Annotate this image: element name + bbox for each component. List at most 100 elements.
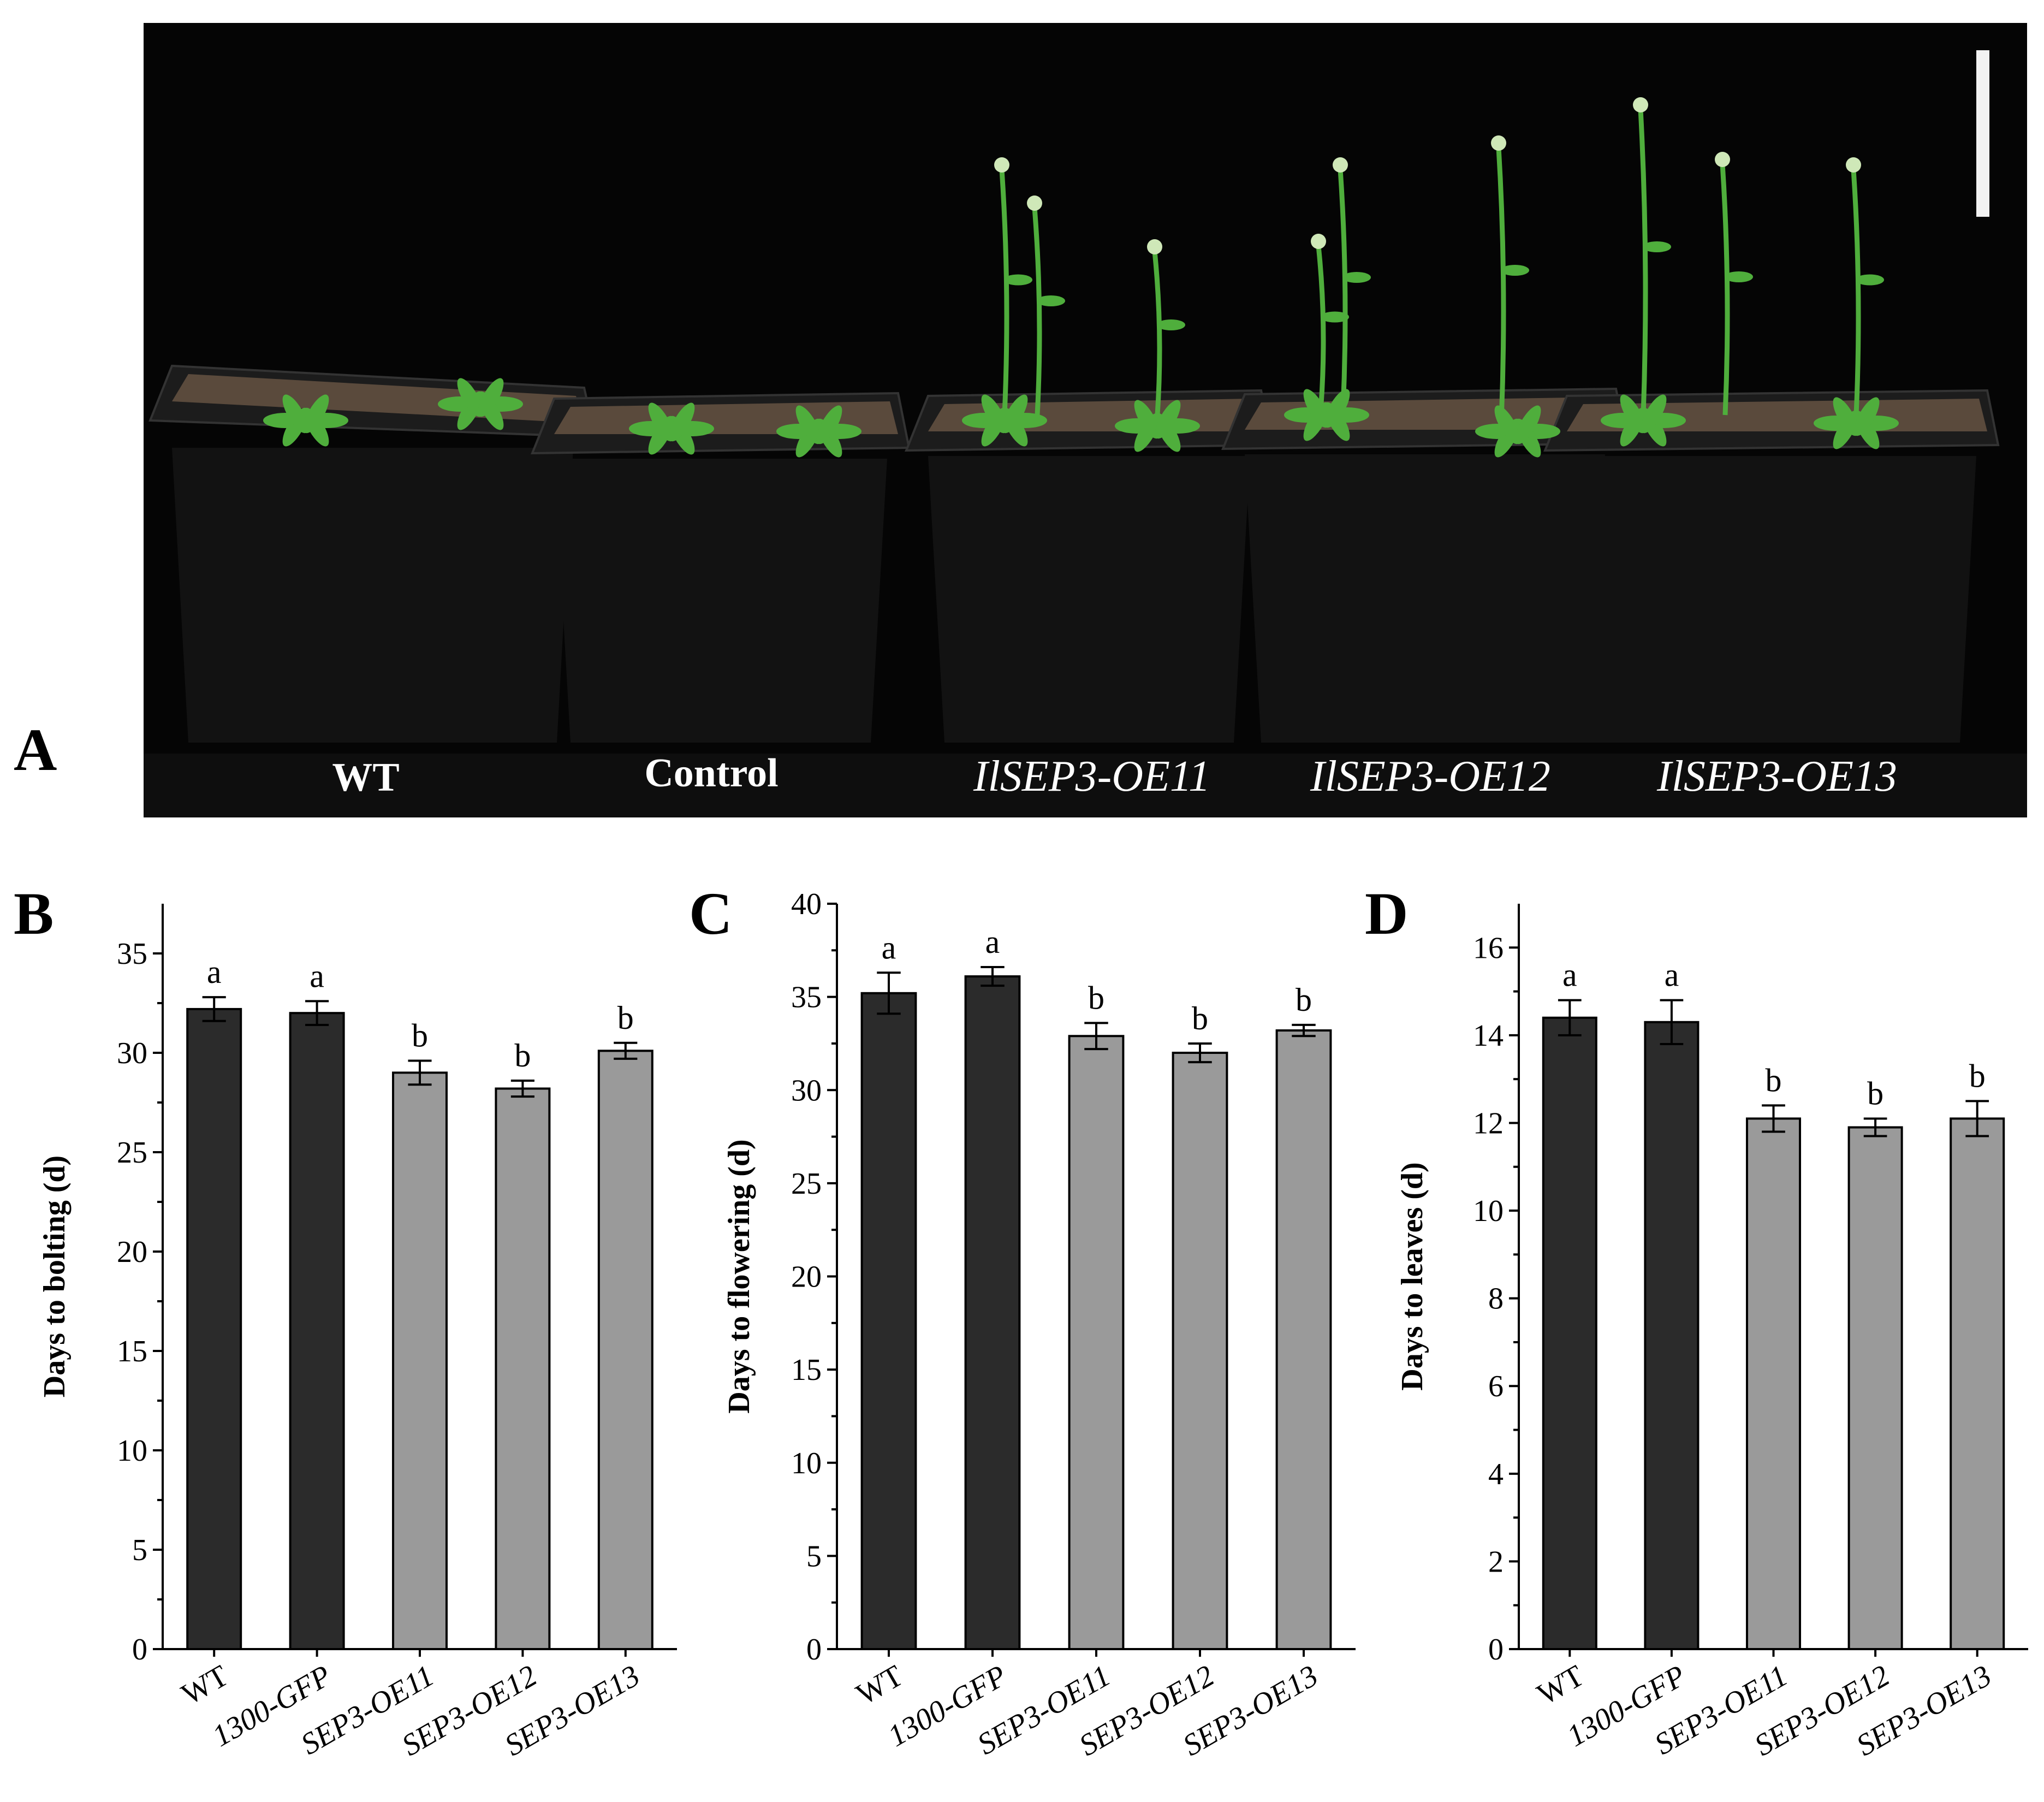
bar	[597, 1050, 653, 1650]
y-tick-label: 6	[1488, 1370, 1504, 1403]
y-tick-label: 12	[1473, 1106, 1504, 1140]
leaf	[1620, 394, 1646, 434]
y-tick-label: 40	[791, 887, 822, 921]
y-tick-label: 0	[1488, 1633, 1504, 1667]
x-category-label: WT	[1531, 1659, 1589, 1712]
stem	[1496, 147, 1506, 421]
leaf	[1853, 397, 1880, 436]
pot	[1543, 389, 2000, 743]
cauline-leaf	[1157, 319, 1185, 330]
stem	[999, 169, 1009, 416]
leaf	[1002, 394, 1028, 434]
leaf	[795, 405, 822, 444]
significance-label: a	[207, 954, 222, 990]
flower-bud	[1147, 239, 1162, 254]
significance-label: a	[882, 929, 896, 965]
panel-a-photo: WT Control IlSEP3-OE11 IlSEP3-OE12 IlSEP…	[144, 23, 2027, 817]
significance-label: b	[412, 1018, 428, 1054]
y-tick-label: 25	[791, 1167, 822, 1201]
flowering-stem	[994, 157, 1032, 416]
y-axis-title: Days to leaves (d)	[1395, 1162, 1429, 1390]
panel-letter-a: A	[14, 716, 57, 783]
bar	[860, 992, 917, 1650]
y-tick-label: 5	[806, 1539, 822, 1573]
flowering-stem	[1147, 239, 1185, 416]
y-tick-label: 4	[1488, 1457, 1504, 1491]
y-axis-title: Days to flowering (d)	[722, 1139, 756, 1413]
flowering-stem	[1633, 97, 1671, 416]
flower-bud	[1491, 135, 1506, 151]
photo-label-oe13: IlSEP3-OE13	[1656, 752, 1897, 801]
plants	[263, 97, 1899, 458]
stem	[1152, 251, 1162, 416]
bar	[1847, 1126, 1903, 1650]
pot-body	[554, 459, 887, 743]
pot	[531, 392, 911, 743]
leaf	[816, 405, 842, 444]
y-tick-label: 10	[117, 1434, 147, 1468]
y-tick-label: 35	[791, 981, 822, 1015]
chart-panel-c: C 0 5 10 15 20 25 30 35 40 Days to flowering (d) a W…	[689, 880, 1356, 1763]
panel-letter-b: B	[14, 880, 54, 947]
leaf	[1515, 405, 1541, 444]
rosette	[776, 405, 861, 458]
leaf	[648, 402, 674, 442]
flowering-stem	[1311, 234, 1349, 405]
y-tick-label: 14	[1473, 1019, 1504, 1053]
rosette	[1814, 397, 1899, 449]
bar	[1068, 1035, 1125, 1650]
flower-bud	[1633, 97, 1648, 112]
y-tick-label: 10	[791, 1447, 822, 1480]
flower-bud	[1846, 157, 1861, 173]
y-tick-label: 8	[1488, 1282, 1504, 1316]
y-tick-label: 0	[806, 1633, 822, 1667]
leaf	[457, 378, 483, 417]
leaf	[669, 402, 695, 442]
bar	[495, 1087, 551, 1650]
flowering-stem	[1846, 157, 1884, 416]
scale-bar	[1976, 50, 1989, 217]
flowering-stem	[1491, 135, 1529, 421]
y-tick-label: 16	[1473, 931, 1504, 965]
pot-body	[928, 456, 1250, 743]
significance-label: b	[1969, 1058, 1986, 1094]
cauline-leaf	[1501, 265, 1529, 276]
y-tick-label: 35	[117, 937, 147, 971]
x-category-label: WT	[851, 1659, 908, 1712]
rosette	[629, 402, 714, 455]
significance-label: b	[1766, 1062, 1782, 1098]
significance-label: b	[514, 1038, 531, 1074]
leaf	[1833, 397, 1859, 436]
significance-label: a	[1562, 957, 1577, 993]
pots	[148, 364, 2000, 743]
bar	[1745, 1117, 1802, 1650]
y-tick-label: 5	[132, 1533, 147, 1567]
rosette	[962, 394, 1047, 447]
stem	[1032, 207, 1042, 416]
significance-label: b	[617, 1000, 634, 1036]
bar	[1172, 1052, 1228, 1650]
rosette	[263, 394, 348, 447]
y-tick-label: 20	[117, 1235, 147, 1269]
y-tick-label: 15	[791, 1353, 822, 1387]
y-tick-label: 30	[117, 1036, 147, 1070]
leaf	[1155, 400, 1181, 439]
cauline-leaf	[1725, 271, 1753, 282]
cauline-leaf	[1342, 272, 1371, 283]
bar	[289, 1012, 345, 1650]
y-tick-label: 20	[791, 1260, 822, 1294]
pot	[905, 389, 1274, 743]
y-tick-label: 30	[791, 1074, 822, 1107]
bar	[1542, 1016, 1597, 1650]
leaf	[981, 394, 1007, 434]
y-tick-label: 2	[1488, 1545, 1504, 1579]
flowering-stem	[1333, 157, 1371, 410]
stem	[1851, 169, 1861, 416]
y-tick-label: 0	[132, 1633, 147, 1667]
cauline-leaf	[1856, 274, 1884, 286]
stem	[1338, 169, 1348, 410]
panel-letter-d: D	[1365, 880, 1408, 947]
cauline-leaf	[1643, 241, 1671, 252]
y-tick-label: 15	[117, 1335, 147, 1368]
